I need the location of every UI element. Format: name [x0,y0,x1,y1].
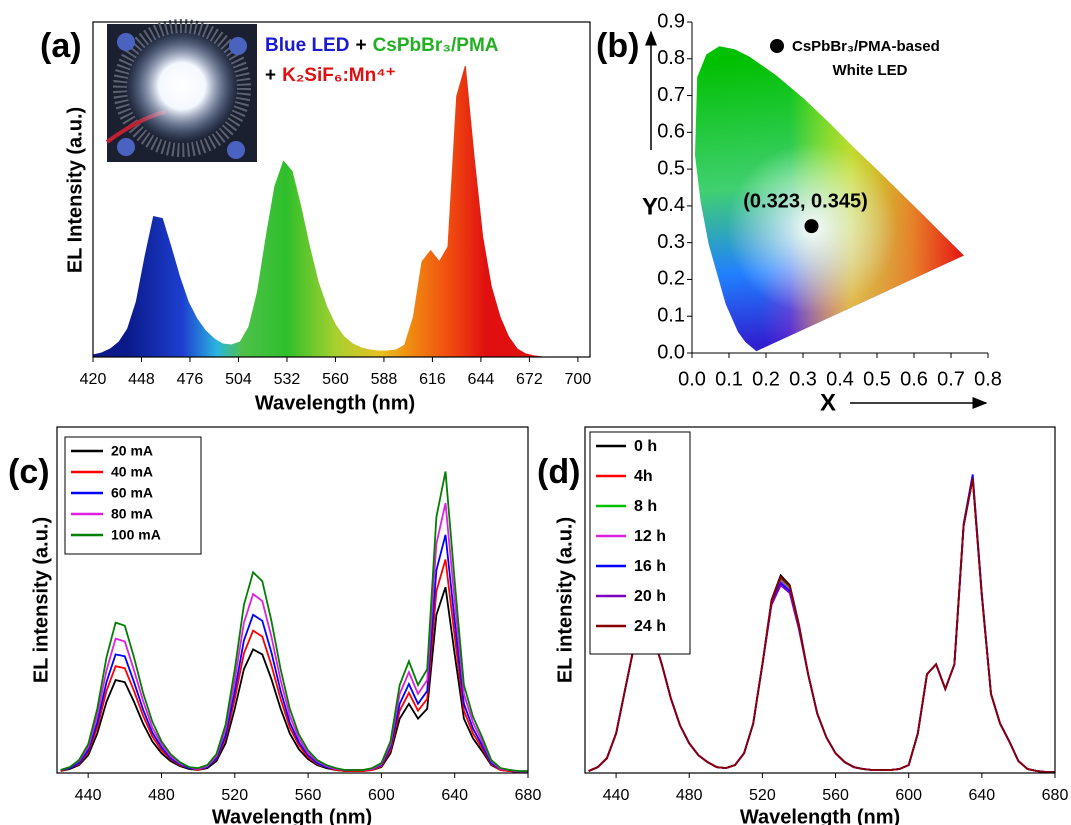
x-axis-label: X [820,389,836,416]
x-tick-label: 0.7 [937,368,965,390]
x-axis-label: Wavelength (nm) [740,806,900,825]
x-tick-label: 520 [221,787,248,804]
series-line [60,559,528,773]
annotation-part: + [355,35,366,56]
legend-label: 4h [634,468,653,485]
value-label: (0.323, 0.345) [743,190,868,212]
legend-label: 100 mA [111,527,161,543]
y-tick-label: 0.0 [657,341,685,363]
annotation-part: Blue LED [265,35,349,56]
area-fill [93,66,578,357]
x-tick-label: 480 [676,787,703,804]
x-tick-label: 0.8 [974,368,1002,390]
x-tick-label: 560 [822,787,849,804]
x-tick-label: 0.0 [678,368,706,390]
y-axis-label: EL intensity (a.u.) [554,517,576,683]
x-tick-label: 560 [322,371,349,388]
x-tick-label: 448 [128,371,155,388]
y-tick-label: 0.5 [657,157,685,179]
x-tick-label: 680 [515,787,542,804]
x-tick-label: 476 [177,371,204,388]
legend-label: 0 h [634,438,657,455]
legend-label: 40 mA [111,464,153,480]
x-tick-label: 520 [749,787,776,804]
legend-label: 24 h [634,618,666,635]
legend-marker [770,39,784,53]
panel-label: (a) [40,27,82,65]
y-tick-label: 0.7 [657,84,685,106]
y-tick-label: 0.9 [657,10,685,32]
panel-label: (c) [8,453,50,491]
legend-label: 16 h [634,558,666,575]
legend-label: 60 mA [111,485,153,501]
x-tick-label: 504 [225,371,252,388]
x-tick-label: 700 [565,371,592,388]
annotation: + K₂SiF₆:Mn⁴⁺ [265,65,396,86]
x-tick-label: 0.3 [789,368,817,390]
y-tick-label: 0.3 [657,231,685,253]
legend-label: CsPbBr₃/PMA-based [792,38,940,55]
legend-label: 12 h [634,528,666,545]
x-tick-label: 588 [371,371,398,388]
point [804,219,819,234]
x-tick-label: 640 [441,787,468,804]
y-axis-label: EL Intensity (a.u.) [64,107,86,273]
y-tick-label: 0.6 [657,121,685,143]
x-tick-label: 640 [968,787,995,804]
legend-label: 8 h [634,498,657,515]
y-tick-label: 0.1 [657,305,685,327]
y-tick-label: 0.2 [657,268,685,290]
legend-label: 80 mA [111,506,153,522]
x-tick-label: 616 [419,371,446,388]
x-tick-label: 672 [516,371,543,388]
x-tick-label: 600 [895,787,922,804]
x-tick-label: 0.2 [752,368,780,390]
legend-label: White LED [833,62,908,79]
y-axis-label: EL intensity (a.u.) [30,517,52,683]
x-tick-label: 644 [468,371,495,388]
x-tick-label: 680 [1042,787,1069,804]
y-axis-label: Y [642,193,658,220]
annotation-part: CsPbBr₃/PMA [373,35,499,56]
series-line [60,502,528,773]
x-tick-label: 440 [75,787,102,804]
series-line [60,534,528,773]
plot-frame [92,21,591,358]
y-tick-label: 0.4 [657,194,685,216]
legend-label: 20 mA [111,443,153,459]
x-tick-label: 600 [368,787,395,804]
spectrum-line [92,65,578,358]
x-axis-label: Wavelength (nm) [212,806,372,825]
x-tick-label: 0.4 [826,368,854,390]
series-line [60,586,528,773]
legend-label: 20 h [634,588,666,605]
series-line [588,478,1055,773]
x-tick-label: 440 [603,787,630,804]
x-tick-label: 560 [295,787,322,804]
y-tick-label: 0.8 [657,47,685,69]
x-tick-label: 480 [148,787,175,804]
plot-frame [56,426,529,774]
series-line [60,471,528,772]
annotation: Blue LED + CsPbBr₃/PMA [265,35,499,56]
x-tick-label: 0.1 [715,368,743,390]
legend-box [589,431,691,655]
x-tick-label: 532 [274,371,301,388]
panel-label: (b) [596,27,639,65]
x-tick-label: 0.6 [900,368,928,390]
plot-frame [584,426,1056,774]
x-tick-label: 420 [80,371,107,388]
inset-photo [105,19,257,162]
panel-label: (d) [537,453,580,491]
annotation-part: + [265,65,276,86]
x-tick-label: 0.5 [863,368,891,390]
x-axis-label: Wavelength (nm) [255,392,415,414]
annotation-part: K₂SiF₆:Mn⁴⁺ [282,65,396,86]
